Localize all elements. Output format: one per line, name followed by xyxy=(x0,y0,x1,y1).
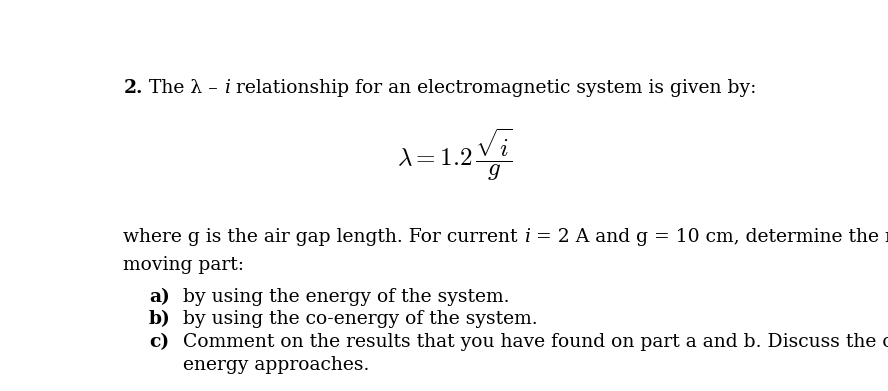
Text: moving part:: moving part: xyxy=(123,256,244,274)
Text: $\lambda = 1.2\,\dfrac{\sqrt{i}}{g}$: $\lambda = 1.2\,\dfrac{\sqrt{i}}{g}$ xyxy=(397,127,513,183)
Text: = 2 A and g = 10 cm, determine the mechanical force on the: = 2 A and g = 10 cm, determine the mecha… xyxy=(530,228,888,246)
Text: Comment on the results that you have found on part a and b. Discuss the choice o: Comment on the results that you have fou… xyxy=(183,333,888,351)
Text: c): c) xyxy=(149,333,169,351)
Text: energy approaches.: energy approaches. xyxy=(183,355,369,373)
Text: i: i xyxy=(524,228,530,246)
Text: by using the co-energy of the system.: by using the co-energy of the system. xyxy=(183,310,538,328)
Text: The λ –: The λ – xyxy=(143,79,224,97)
Text: b): b) xyxy=(149,310,170,328)
Text: a): a) xyxy=(149,288,170,306)
Text: i: i xyxy=(224,79,230,97)
Text: relationship for an electromagnetic system is given by:: relationship for an electromagnetic syst… xyxy=(230,79,756,97)
Text: by using the energy of the system.: by using the energy of the system. xyxy=(183,288,510,306)
Text: where g is the air gap length. For current: where g is the air gap length. For curre… xyxy=(123,228,524,246)
Text: 2.: 2. xyxy=(123,79,143,97)
